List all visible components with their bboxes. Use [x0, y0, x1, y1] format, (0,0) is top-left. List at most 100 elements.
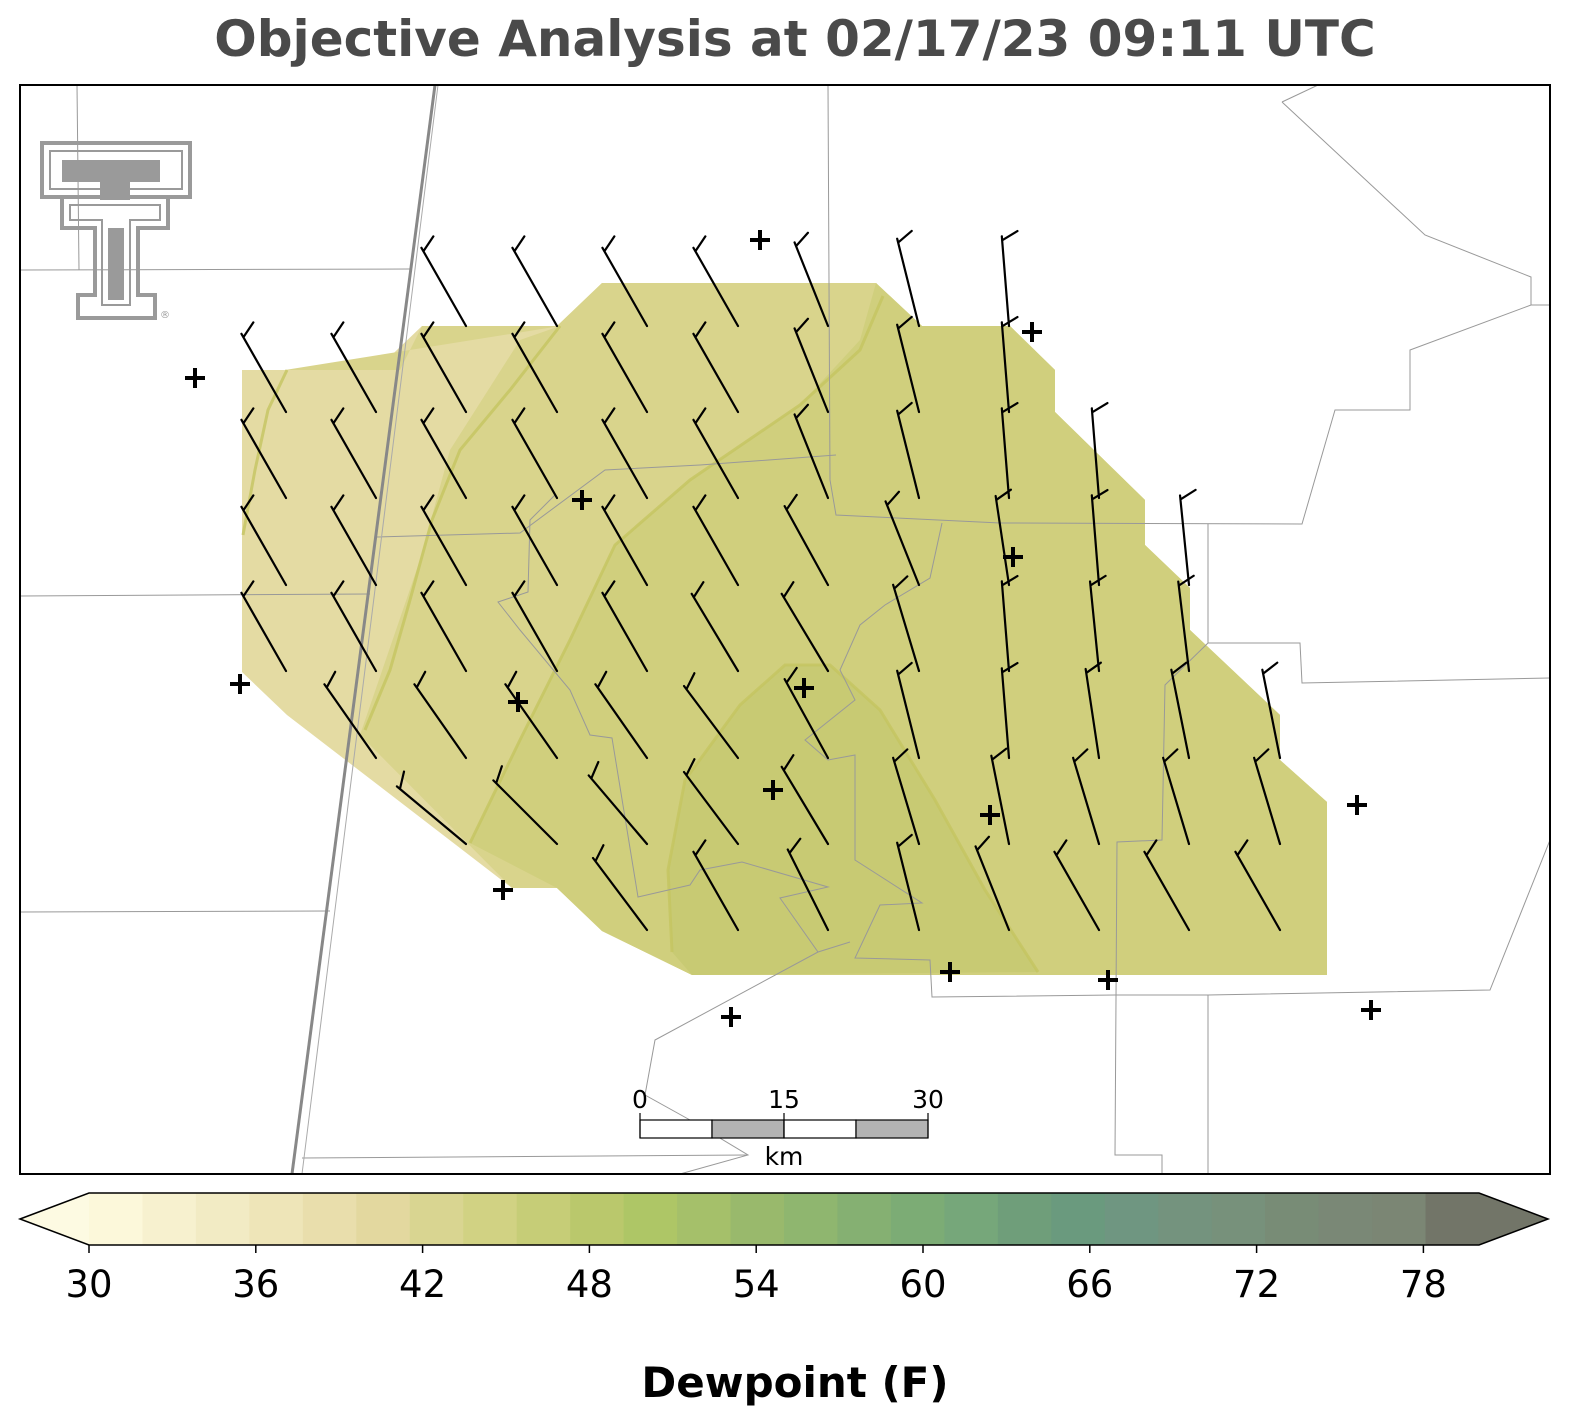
wind-barb [1178, 488, 1197, 587]
wind-barb [1088, 574, 1107, 673]
wind-barb [682, 758, 740, 846]
colorbar-tick-label: 60 [899, 1263, 946, 1306]
wind-barb [896, 833, 921, 932]
wind-barb [793, 231, 830, 328]
wind-barb [504, 670, 559, 760]
wind-barb [1253, 748, 1282, 846]
wind-barb [1084, 661, 1102, 760]
colorbar-ticks: 30 36 42 48 54 60 66 72 78 [65, 1245, 1447, 1306]
wind-barb [420, 235, 468, 328]
scale-label-30: 30 [912, 1085, 944, 1114]
wind-barb [896, 401, 921, 500]
wind-barb [1000, 315, 1019, 414]
wind-barb [511, 494, 559, 587]
wind-barb [692, 407, 740, 500]
wind-barb [1000, 229, 1019, 328]
station-markers [185, 230, 1381, 1027]
wind-barb [330, 494, 378, 587]
wind-barb [994, 488, 1012, 587]
wind-barb [1261, 661, 1282, 760]
colorbar-swatch [1318, 1193, 1373, 1245]
wind-barb [690, 581, 740, 673]
wind-barb [1000, 401, 1019, 500]
wind-barb [692, 839, 740, 932]
wind-barb [1000, 661, 1019, 760]
wind-barb [892, 748, 921, 846]
colorbar-label: Dewpoint (F) [641, 1358, 949, 1407]
colorbar-under-arrow [20, 1193, 89, 1245]
wind-barb [601, 580, 649, 673]
wind-barb [1234, 839, 1282, 932]
colorbar-tick-label: 42 [399, 1263, 446, 1306]
wind-barb [511, 580, 559, 673]
station-marker [185, 368, 205, 388]
colorbar-swatch [142, 1193, 197, 1245]
wind-barb [395, 770, 468, 846]
colorbar-tick-label: 48 [566, 1263, 613, 1306]
wind-barb [330, 321, 378, 414]
colorbar-swatch [1051, 1193, 1106, 1245]
station-marker [1022, 322, 1042, 342]
station-marker [508, 692, 528, 712]
wind-barb [511, 321, 559, 414]
wind-barb [420, 580, 468, 673]
station-marker [1098, 970, 1118, 990]
wind-barb [1090, 401, 1109, 500]
station-marker [1361, 1000, 1381, 1020]
colorbar-swatch [463, 1193, 518, 1245]
wind-barb [413, 670, 468, 760]
colorbar-swatch [677, 1193, 732, 1245]
wind-barb [783, 666, 830, 760]
station-marker [750, 230, 770, 250]
wind-barb [1143, 839, 1191, 932]
wind-barb [793, 317, 830, 414]
scale-unit: km [765, 1142, 804, 1171]
colorbar-swatch [356, 1193, 411, 1245]
wind-barb [1162, 748, 1191, 846]
dewpoint-region-max [668, 665, 1038, 975]
station-marker [980, 805, 1000, 825]
wind-barb [780, 581, 830, 673]
colorbar-over-arrow [1479, 1193, 1548, 1245]
wind-barb [240, 580, 288, 673]
highway [290, 85, 439, 1174]
wind-barb [420, 494, 468, 587]
wind-barb [1072, 748, 1101, 846]
wind-barb [974, 835, 1011, 932]
colorbar-swatch [1372, 1193, 1427, 1245]
wind-barb [1170, 661, 1191, 760]
colorbar-swatch [1211, 1193, 1266, 1245]
colorbar-swatch [1104, 1193, 1159, 1245]
wind-barb [786, 837, 830, 932]
wind-barb [240, 407, 288, 500]
colorbar-swatch [623, 1193, 678, 1245]
wind-barb [601, 321, 649, 414]
texas-tech-logo-icon [40, 141, 192, 320]
wind-barb [1000, 574, 1019, 673]
wind-barb [594, 670, 649, 760]
logo-registered-mark: ® [160, 310, 170, 321]
wind-barb [323, 670, 378, 760]
wind-barb [511, 407, 559, 500]
station-marker [493, 880, 513, 900]
colorbar-swatch [1425, 1193, 1480, 1245]
scale-label-0: 0 [632, 1085, 648, 1114]
wind-barb [420, 407, 468, 500]
wind-barb [682, 672, 740, 760]
wind-barb [780, 754, 830, 846]
colorbar-swatch [784, 1193, 838, 1245]
wind-barb [591, 844, 649, 932]
wind-barb [990, 747, 1011, 846]
scale-bar: 0 15 30 km [632, 1085, 944, 1171]
wind-barb [511, 235, 559, 328]
colorbar-tick-label: 66 [1066, 1263, 1113, 1306]
colorbar-swatch [249, 1193, 304, 1245]
wind-barb [692, 235, 740, 328]
colorbar-swatch [195, 1193, 250, 1245]
colorbar-tick-label: 54 [733, 1263, 780, 1306]
scale-label-15: 15 [768, 1085, 800, 1114]
wind-barb [601, 494, 649, 587]
wind-barb [692, 494, 740, 587]
wind-barb [601, 235, 649, 328]
